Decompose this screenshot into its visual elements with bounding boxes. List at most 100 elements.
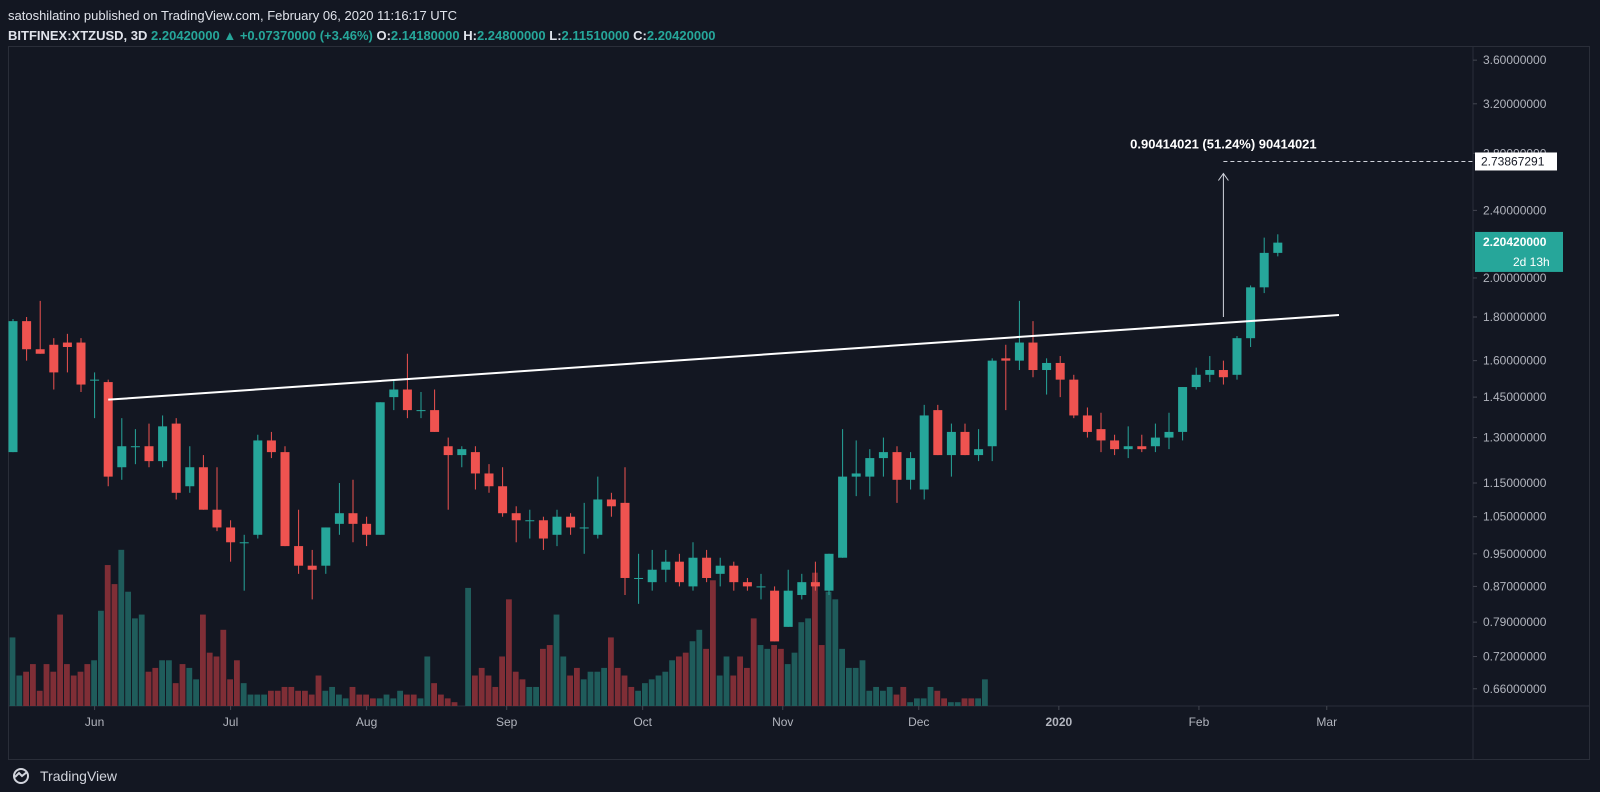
candle-body (457, 449, 467, 456)
volume-bar (254, 694, 261, 706)
volume-bar (506, 599, 512, 706)
volume-bar (818, 645, 825, 706)
y-tick-label: 0.95000000 (1483, 547, 1547, 561)
volume-bar (70, 675, 77, 706)
candle-body (906, 458, 916, 480)
trendline (108, 313, 1340, 401)
y-tick-label: 2.40000000 (1483, 203, 1547, 217)
y-tick-label: 3.60000000 (1483, 53, 1547, 67)
candle-body (987, 360, 997, 447)
volume-bar (206, 652, 213, 706)
volume-bar (383, 694, 390, 706)
x-tick-label: Oct (633, 715, 652, 729)
volume-bar (791, 652, 798, 706)
volume-bar (927, 686, 934, 706)
volume-bar (478, 667, 485, 706)
tradingview-logo-icon[interactable] (8, 768, 34, 784)
volume-bar (186, 667, 193, 706)
candle-body (919, 415, 929, 490)
volume-bar (771, 645, 777, 706)
volume-bar (764, 648, 771, 706)
candle-body (1014, 342, 1024, 361)
candle-body (1164, 431, 1174, 438)
volume-bar (424, 656, 431, 706)
chart-header: satoshilatino published on TradingView.c… (8, 6, 716, 46)
candlestick-chart[interactable]: 0.90414021 (51.24%) 90414021 3.60000000 3.… (8, 46, 1590, 760)
candle-body (307, 565, 317, 570)
volume-bar (438, 694, 444, 706)
candle-body (484, 473, 494, 487)
candle-body (606, 499, 616, 507)
volume-bar (961, 698, 968, 706)
candle-body (742, 582, 752, 587)
volume-bar (227, 679, 233, 706)
candle-body (729, 565, 739, 583)
candle-body (783, 590, 793, 627)
volume-bar (145, 671, 152, 706)
candle-body (198, 467, 208, 510)
candle-body (797, 582, 807, 596)
candle-body (76, 342, 86, 385)
volume-bar (778, 648, 784, 706)
volume-bar (329, 686, 335, 706)
volume-bar (417, 698, 424, 706)
tradingview-brand[interactable]: TradingView (40, 768, 118, 784)
volume-bar (36, 690, 43, 706)
close-value: 2.20420000 (646, 28, 716, 43)
x-tick-label: Feb (1189, 715, 1210, 729)
candle-body (960, 431, 970, 456)
volume-bar (832, 599, 839, 706)
volume-bar (166, 660, 172, 706)
volume-bar (703, 648, 709, 706)
volume-bar (308, 694, 315, 706)
x-tick-label: Nov (772, 715, 793, 729)
volume-bar (295, 690, 301, 706)
candle-body (321, 527, 331, 566)
candle-body (593, 499, 603, 535)
candle-body (498, 486, 508, 514)
candle-body (511, 513, 521, 521)
volume-bar (553, 614, 560, 706)
candle-body (756, 586, 766, 588)
candle-body (851, 473, 861, 477)
volume-bar (193, 679, 199, 706)
volume-bar (852, 667, 859, 706)
volume-bar (349, 686, 356, 706)
volume-bar (247, 694, 254, 706)
candle-body (294, 546, 304, 566)
target-price-label: 2.73867291 (1481, 154, 1545, 168)
volume-bar (580, 679, 587, 706)
x-tick-label: Dec (908, 715, 929, 729)
y-tick-label: 3.20000000 (1483, 97, 1547, 111)
volume-bar (9, 637, 16, 706)
last-price: 2.20420000 (151, 28, 220, 43)
low-label: L: (549, 28, 562, 43)
candle-body (1069, 379, 1079, 416)
candle-body (715, 565, 725, 574)
candle-body (1205, 370, 1215, 375)
footer: TradingView (8, 764, 117, 788)
volume-bar (982, 679, 988, 706)
candle-body (22, 321, 32, 350)
candle-body (1150, 437, 1160, 447)
candle-body (402, 389, 412, 411)
volume-bar (288, 686, 295, 706)
volume-bar (798, 622, 805, 706)
volume-bar (669, 660, 675, 706)
symbol-name[interactable]: BITFINEX:XTZUSD, 3D (8, 28, 148, 43)
volume-bar (111, 584, 118, 706)
volume-bar (315, 675, 322, 706)
countdown-label: 2d 13h (1513, 255, 1550, 269)
y-tick-label: 0.66000000 (1483, 682, 1547, 696)
candle-body (674, 561, 684, 583)
y-tick-label: 0.87000000 (1483, 579, 1547, 593)
candle-body (1028, 342, 1038, 371)
candle-body (8, 321, 18, 453)
volume-bar (880, 690, 886, 706)
candle-body (62, 342, 72, 347)
volume-bar (159, 660, 165, 706)
volume-bar (846, 667, 852, 706)
volume-bar (948, 702, 954, 706)
volume-bar (784, 664, 791, 706)
last-price-label: 2.20420000 (1483, 235, 1547, 249)
